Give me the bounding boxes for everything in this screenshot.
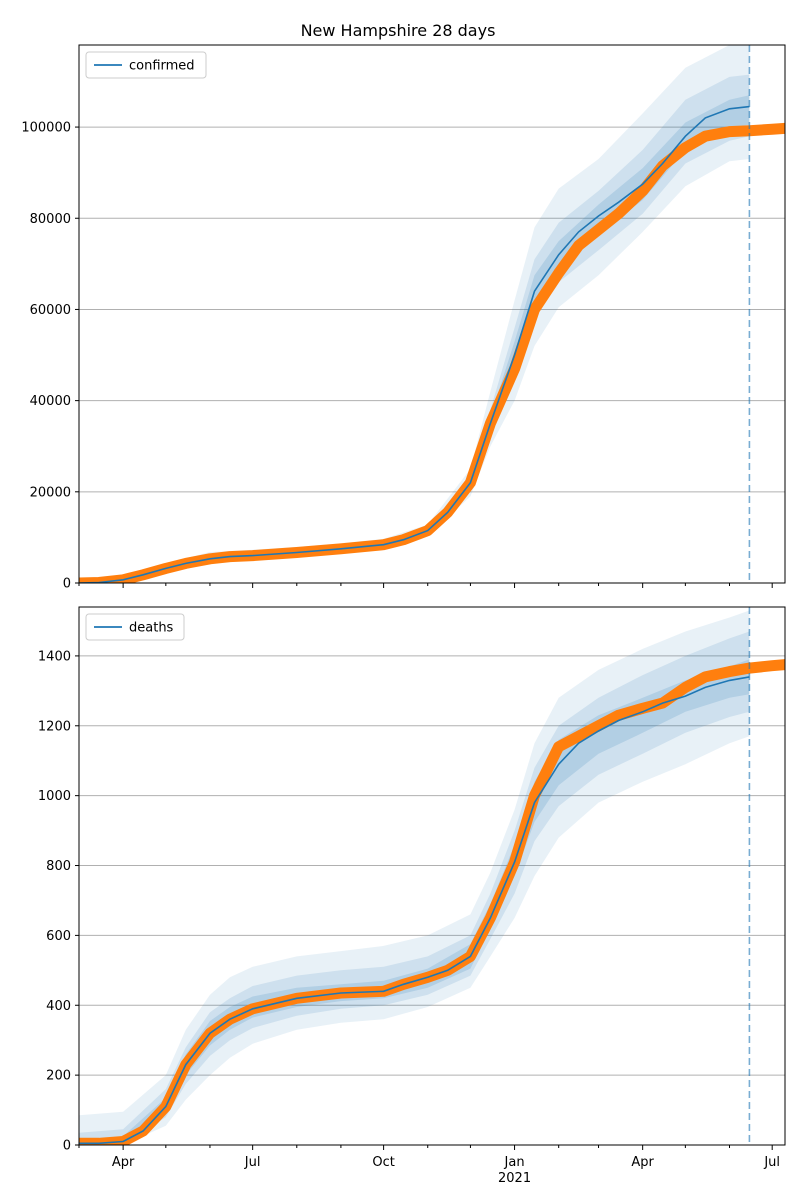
deaths-xtick-label: Jul xyxy=(244,1155,261,1170)
confirmed-ytick-label: 60000 xyxy=(30,303,71,318)
deaths-xtick-label: Oct xyxy=(372,1155,394,1170)
deaths-model-line xyxy=(79,676,750,1145)
deaths-legend-label: deaths xyxy=(129,621,174,636)
deaths-xtick-label: Apr xyxy=(631,1155,654,1170)
deaths-ytick-label: 200 xyxy=(46,1069,71,1084)
deaths-ytick-label: 800 xyxy=(46,859,71,874)
deaths-xtick-year-label: 2021 xyxy=(498,1171,531,1186)
confirmed-legend-box xyxy=(85,51,207,79)
deaths-ytick-label: 400 xyxy=(46,999,71,1014)
deaths-ytick-label: 1200 xyxy=(38,719,71,734)
deaths-ytick-label: 600 xyxy=(46,929,71,944)
deaths-xtick-label: Jul xyxy=(763,1155,780,1170)
deaths-ytick-label: 1400 xyxy=(38,649,71,664)
confirmed-ytick-label: 0 xyxy=(63,577,71,592)
deaths-xtick-label: Apr xyxy=(112,1155,135,1170)
deaths-band xyxy=(79,659,750,1145)
confirmed-band xyxy=(79,74,750,583)
confirmed-panel: 0 20000 40000 60000 80000 100000 confirmed xyxy=(21,44,786,592)
deaths-axes-frame xyxy=(78,606,786,1146)
deaths-xtick-label: Jan xyxy=(504,1155,525,1170)
deaths-panel: 0 200 400 600 800 1000 1200 1400 Apr Jul Oct Jan Apr… xyxy=(38,606,786,1186)
confirmed-ytick-label: 80000 xyxy=(30,212,71,227)
confirmed-band xyxy=(79,45,750,583)
deaths-legend-box xyxy=(85,613,185,641)
confirmed-model-line xyxy=(79,105,750,583)
confirmed-ytick-label: 40000 xyxy=(30,394,71,409)
confirmed-ytick-label: 20000 xyxy=(30,485,71,500)
confirmed-legend-label: confirmed xyxy=(129,59,195,74)
confirmed-ytick-label: 100000 xyxy=(21,121,71,136)
confirmed-axes-frame xyxy=(78,44,786,584)
deaths-ytick-label: 1000 xyxy=(38,789,71,804)
deaths-ytick-label: 0 xyxy=(63,1139,71,1154)
chart-title: New Hampshire 28 days xyxy=(301,21,496,40)
